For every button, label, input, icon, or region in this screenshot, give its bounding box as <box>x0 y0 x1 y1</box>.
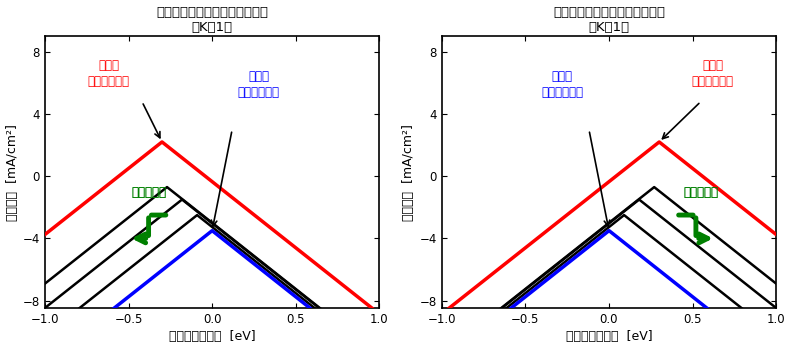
Text: 最適値
（反応環境）: 最適値 （反応環境） <box>691 59 733 88</box>
X-axis label: 吸着エネルギー  [eV]: 吸着エネルギー [eV] <box>168 331 255 343</box>
Y-axis label: 反応速度  [mA/cm²]: 反応速度 [mA/cm²] <box>403 124 415 221</box>
Title: 吸着水素原子ができにくい場合
（K＜1）: 吸着水素原子ができにくい場合 （K＜1） <box>553 6 665 34</box>
X-axis label: 吸着エネルギー  [eV]: 吸着エネルギー [eV] <box>566 331 653 343</box>
Text: エネルギー: エネルギー <box>683 186 718 200</box>
Text: エネルギー: エネルギー <box>131 186 166 200</box>
Title: 吸着水素原子ができやすい場合
（K＞1）: 吸着水素原子ができやすい場合 （K＞1） <box>156 6 268 34</box>
Text: 最適値
（平衡状態）: 最適値 （平衡状態） <box>541 70 583 99</box>
Text: 最適値
（反応環境）: 最適値 （反応環境） <box>88 59 130 88</box>
Text: エネルギー: エネルギー <box>683 186 718 200</box>
Y-axis label: 反応速度  [mA/cm²]: 反応速度 [mA/cm²] <box>6 124 18 221</box>
Text: 最適値
（平衡状態）: 最適値 （平衡状態） <box>238 70 280 99</box>
Text: エネルギー: エネルギー <box>131 186 166 200</box>
